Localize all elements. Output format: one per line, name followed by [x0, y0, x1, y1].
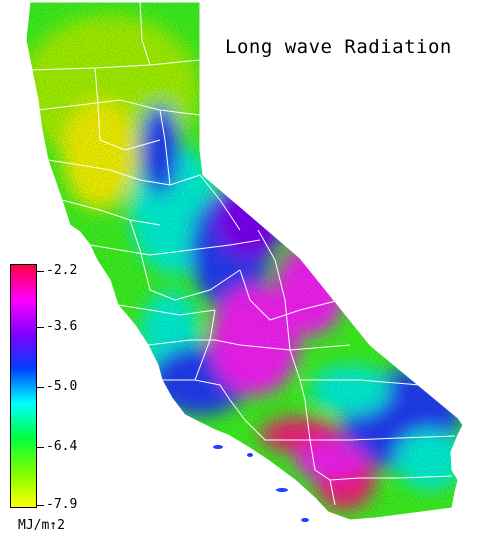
legend-unit: MJ/m↑2 [18, 518, 65, 533]
county-line-21 [199, 174, 241, 231]
island-1 [213, 445, 223, 449]
county-line-11 [239, 269, 341, 321]
county-line-1 [29, 59, 201, 71]
island-4 [301, 518, 309, 522]
legend-tick-5 [37, 505, 44, 506]
legend-label-3: -5.0 [46, 379, 78, 394]
island-2 [247, 453, 253, 457]
channel-islands [213, 445, 309, 522]
legend-label-1: -2.2 [46, 263, 78, 278]
county-line-6 [159, 109, 171, 186]
county-line-19 [329, 479, 336, 506]
county-line-2 [139, 1, 151, 66]
county-line-12 [147, 339, 351, 351]
county-line-3 [37, 99, 201, 116]
county-line-17 [300, 379, 421, 386]
map-title: Long wave Radiation [225, 36, 452, 58]
county-line-5 [47, 159, 201, 186]
legend-tick-1 [37, 271, 44, 272]
county-line-20 [257, 229, 291, 351]
county-line-16 [289, 349, 311, 441]
legend-tick-4 [37, 447, 44, 448]
county-line-4 [94, 67, 161, 151]
county-line-15 [229, 399, 456, 441]
county-borders [25, 1, 464, 521]
legend-tick-3 [37, 387, 44, 388]
island-3 [276, 488, 288, 492]
county-line-10 [117, 304, 216, 316]
legend-label-5: -7.9 [46, 497, 78, 512]
legend-color-bar [10, 264, 37, 508]
county-line-7 [61, 199, 161, 226]
legend-label-2: -3.6 [46, 319, 78, 334]
county-line-9 [129, 219, 241, 301]
legend-tick-2 [37, 327, 44, 328]
county-line-18 [309, 439, 453, 481]
county-line-8 [89, 239, 261, 256]
legend-label-4: -6.4 [46, 439, 78, 454]
